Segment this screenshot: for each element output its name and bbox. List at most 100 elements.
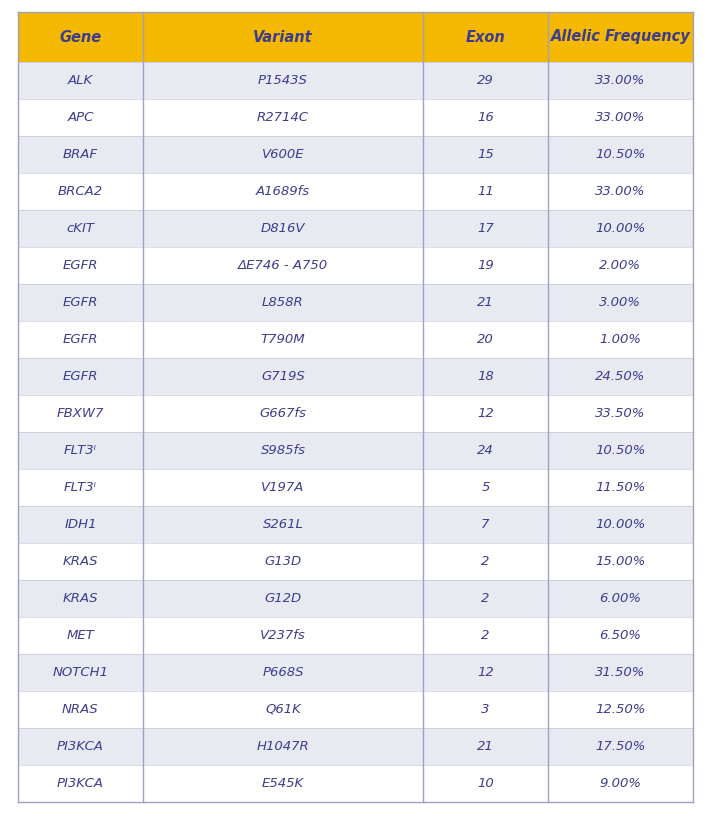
Text: BRCA2: BRCA2 bbox=[58, 185, 103, 198]
Text: FBXW7: FBXW7 bbox=[57, 407, 104, 420]
Bar bbox=[548, 99, 693, 136]
Bar bbox=[548, 654, 693, 691]
Bar bbox=[548, 210, 693, 247]
Text: 18: 18 bbox=[477, 370, 494, 383]
Bar bbox=[423, 654, 548, 691]
Text: NRAS: NRAS bbox=[62, 703, 99, 716]
Text: PI3KCA: PI3KCA bbox=[57, 777, 104, 790]
Text: EGFR: EGFR bbox=[63, 333, 98, 346]
Text: 12.50%: 12.50% bbox=[595, 703, 646, 716]
Bar bbox=[143, 99, 423, 136]
Bar bbox=[548, 617, 693, 654]
Text: 11: 11 bbox=[477, 185, 494, 198]
Bar bbox=[143, 432, 423, 469]
Bar bbox=[423, 580, 548, 617]
Bar bbox=[18, 654, 143, 691]
Text: 33.00%: 33.00% bbox=[595, 185, 646, 198]
Text: KRAS: KRAS bbox=[63, 592, 98, 605]
Text: KRAS: KRAS bbox=[63, 555, 98, 568]
Text: Allelic Frequency: Allelic Frequency bbox=[550, 30, 690, 45]
Text: 33.00%: 33.00% bbox=[595, 74, 646, 87]
Bar bbox=[18, 62, 143, 99]
Bar bbox=[548, 284, 693, 321]
Text: G12D: G12D bbox=[264, 592, 301, 605]
Bar bbox=[18, 432, 143, 469]
Text: 10.50%: 10.50% bbox=[595, 148, 646, 161]
Bar bbox=[143, 654, 423, 691]
Bar bbox=[548, 136, 693, 173]
Text: 11.50%: 11.50% bbox=[595, 481, 646, 494]
Text: 15: 15 bbox=[477, 148, 494, 161]
Bar bbox=[18, 691, 143, 728]
Bar bbox=[18, 765, 143, 802]
Bar bbox=[423, 12, 548, 62]
Text: 3.00%: 3.00% bbox=[599, 296, 641, 309]
Bar bbox=[18, 284, 143, 321]
Text: NOTCH1: NOTCH1 bbox=[53, 666, 109, 679]
Bar bbox=[548, 543, 693, 580]
Bar bbox=[143, 358, 423, 395]
Text: G719S: G719S bbox=[261, 370, 305, 383]
Bar bbox=[18, 543, 143, 580]
Text: 20: 20 bbox=[477, 333, 494, 346]
Bar bbox=[143, 617, 423, 654]
Text: IDH1: IDH1 bbox=[64, 518, 97, 531]
Text: 12: 12 bbox=[477, 666, 494, 679]
Bar bbox=[143, 210, 423, 247]
Text: R2714C: R2714C bbox=[257, 111, 309, 124]
Text: 6.50%: 6.50% bbox=[599, 629, 641, 642]
Bar bbox=[143, 395, 423, 432]
Bar bbox=[548, 358, 693, 395]
Bar bbox=[423, 506, 548, 543]
Bar bbox=[548, 580, 693, 617]
Bar bbox=[423, 62, 548, 99]
Text: EGFR: EGFR bbox=[63, 259, 98, 272]
Text: Q61K: Q61K bbox=[265, 703, 301, 716]
Text: 6.00%: 6.00% bbox=[599, 592, 641, 605]
Text: 31.50%: 31.50% bbox=[595, 666, 646, 679]
Bar bbox=[548, 469, 693, 506]
Text: 10.00%: 10.00% bbox=[595, 222, 646, 235]
Bar bbox=[548, 395, 693, 432]
Text: 24.50%: 24.50% bbox=[595, 370, 646, 383]
Bar bbox=[423, 728, 548, 765]
Text: 9.00%: 9.00% bbox=[599, 777, 641, 790]
Text: 2: 2 bbox=[481, 629, 490, 642]
Bar bbox=[423, 691, 548, 728]
Bar bbox=[18, 210, 143, 247]
Bar bbox=[423, 469, 548, 506]
Bar bbox=[423, 395, 548, 432]
Bar bbox=[423, 321, 548, 358]
Text: Gene: Gene bbox=[60, 30, 102, 45]
Text: 21: 21 bbox=[477, 296, 494, 309]
Bar bbox=[143, 728, 423, 765]
Bar bbox=[548, 728, 693, 765]
Text: EGFR: EGFR bbox=[63, 296, 98, 309]
Bar bbox=[143, 12, 423, 62]
Bar bbox=[18, 12, 143, 62]
Bar bbox=[423, 358, 548, 395]
Bar bbox=[143, 691, 423, 728]
Bar bbox=[423, 173, 548, 210]
Bar bbox=[18, 617, 143, 654]
Text: FLT3ⁱ: FLT3ⁱ bbox=[64, 444, 97, 457]
Bar bbox=[423, 99, 548, 136]
Text: 5: 5 bbox=[481, 481, 490, 494]
Bar bbox=[18, 136, 143, 173]
Bar bbox=[423, 617, 548, 654]
Text: P668S: P668S bbox=[262, 666, 304, 679]
Bar bbox=[143, 247, 423, 284]
Text: V197A: V197A bbox=[261, 481, 304, 494]
Bar bbox=[18, 506, 143, 543]
Text: Variant: Variant bbox=[253, 30, 313, 45]
Text: 7: 7 bbox=[481, 518, 490, 531]
Text: 12: 12 bbox=[477, 407, 494, 420]
Text: E545K: E545K bbox=[262, 777, 304, 790]
Bar bbox=[548, 173, 693, 210]
Bar bbox=[143, 506, 423, 543]
Bar bbox=[143, 136, 423, 173]
Text: 29: 29 bbox=[477, 74, 494, 87]
Text: T790M: T790M bbox=[261, 333, 305, 346]
Bar bbox=[143, 284, 423, 321]
Text: 3: 3 bbox=[481, 703, 490, 716]
